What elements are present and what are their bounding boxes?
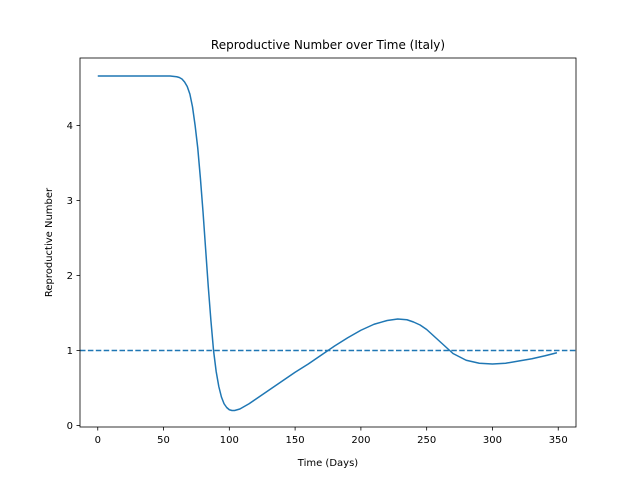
x-tick-label: 250	[417, 435, 436, 446]
y-tick-label: 4	[67, 121, 73, 132]
y-tick-label: 0	[67, 421, 73, 432]
x-axis: 0 50 100 150 200 250 300 350	[95, 427, 568, 446]
y-axis: 0 1 2 3 4	[67, 121, 80, 432]
y-tick-label: 2	[67, 271, 73, 282]
x-tick-label: 150	[286, 435, 305, 446]
x-tick-label: 50	[157, 435, 170, 446]
chart-title: Reproductive Number over Time (Italy)	[211, 38, 445, 52]
y-tick-label: 1	[67, 346, 73, 357]
series-line	[97, 75, 558, 412]
x-tick-label: 300	[483, 435, 502, 446]
x-axis-label: Time (Days)	[297, 458, 359, 469]
series-layer	[80, 75, 576, 412]
y-tick-label: 3	[67, 196, 73, 207]
x-tick-label: 0	[95, 435, 101, 446]
plot-area	[80, 58, 576, 427]
plot-frame	[79, 57, 577, 428]
x-tick-label: 100	[220, 435, 239, 446]
x-tick-label: 350	[549, 435, 568, 446]
y-axis-label: Reproductive Number	[44, 187, 55, 297]
x-tick-label: 200	[351, 435, 370, 446]
